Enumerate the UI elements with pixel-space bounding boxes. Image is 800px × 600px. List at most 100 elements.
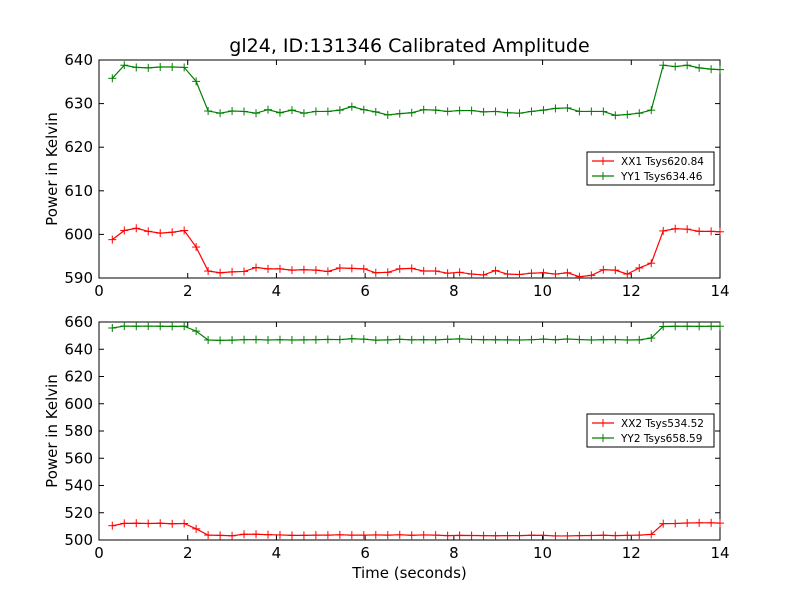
legend-item: XX2 Tsys534.52 [592,418,704,430]
data-point [479,270,488,279]
data-point [587,107,596,116]
data-point [683,61,692,70]
data-point [287,106,296,115]
data-point [216,336,225,345]
data-point [192,524,201,533]
data-point [287,335,296,344]
data-point [515,109,524,118]
data-point [371,336,380,345]
data-point [419,335,428,344]
data-point [647,106,656,115]
data-point [695,227,704,236]
data-point [168,322,177,331]
data-point [563,531,572,540]
data-point [695,518,704,527]
data-point [192,77,201,86]
data-point [707,518,716,527]
x-tick-label: 0 [94,282,104,300]
x-tick-label: 14 [710,544,729,562]
data-point [359,335,368,344]
x-tick-label: 8 [449,282,459,300]
data-point [228,336,237,345]
data-point [479,107,488,116]
data-point [252,530,261,539]
y-tick-label: 660 [64,313,93,331]
data-point [395,109,404,118]
y-axis-label: Power in Kelvin [43,112,61,226]
data-point [623,270,632,279]
data-point [108,323,117,332]
data-point [347,334,356,343]
data-point [228,531,237,540]
data-point [611,335,620,344]
x-axis-label: Time (seconds) [351,564,467,582]
legend-item: XX1 Tsys620.84 [592,156,704,168]
data-point [551,531,560,540]
data-point [575,335,584,344]
data-point [335,530,344,539]
series-2 [108,322,724,345]
data-point [575,107,584,116]
x-tick-label: 2 [183,544,193,562]
data-point [216,109,225,118]
data-point [144,519,153,528]
data-point [587,335,596,344]
data-point [156,229,165,238]
data-point [419,267,428,276]
data-point [539,531,548,540]
data-point [168,62,177,71]
data-point [515,531,524,540]
data-point [299,531,308,540]
data-point [252,335,261,344]
data-point [264,264,273,273]
data-point [311,266,320,275]
data-point [635,263,644,272]
data-point [716,65,724,74]
data-point [228,267,237,276]
data-point [311,531,320,540]
data-point [443,107,452,116]
data-point [275,335,284,344]
data-point [575,531,584,540]
data-point [120,226,129,235]
y-tick-label: 620 [64,368,93,386]
data-point [611,531,620,540]
data-point [455,531,464,540]
data-point [240,267,249,276]
data-point [551,104,560,113]
data-point [539,106,548,115]
data-point [311,335,320,344]
data-point [264,105,273,114]
data-point [671,62,680,71]
data-point [599,335,608,344]
data-point [443,269,452,278]
y-tick-label: 540 [64,477,93,495]
data-point [216,268,225,277]
series-1 [108,224,724,281]
legend: XX2 Tsys534.52 YY2 Tsys658.59 [586,413,715,448]
data-point [563,103,572,112]
data-point [264,335,273,344]
data-point [647,259,656,268]
data-point [479,335,488,344]
subplot-1: 0 2 4 6 8 10 12 14 590 600 610 620 630 640 gl24, ID:13… [43,35,730,300]
legend: XX1 Tsys620.84 YY1 Tsys634.46 [586,151,715,186]
data-point [335,106,344,115]
x-tick-label: 6 [360,282,370,300]
y-tick-label: 640 [64,51,93,69]
data-point [515,335,524,344]
data-point [635,335,644,344]
data-point [335,263,344,272]
y-tick-label: 500 [64,531,93,549]
data-point [323,107,332,116]
data-point [180,519,189,528]
data-point [323,267,332,276]
data-point [180,322,189,331]
data-point [527,107,536,116]
data-point [240,335,249,344]
series-line [112,325,720,341]
y-tick-label: 590 [64,269,93,287]
y-tick-label: 600 [64,395,93,413]
data-point [156,519,165,528]
x-tick-label: 4 [272,282,282,300]
